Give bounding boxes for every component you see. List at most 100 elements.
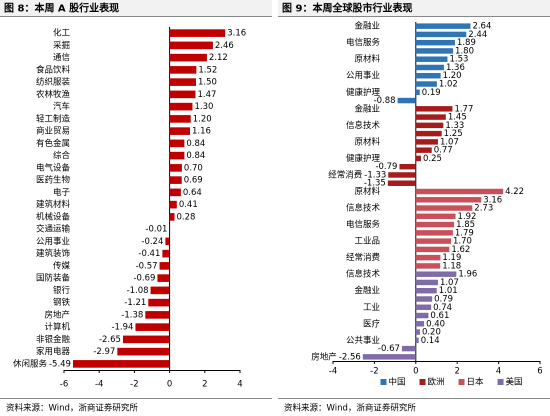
bar [415,287,437,294]
bar [415,205,473,211]
bar [415,23,471,29]
bar [169,41,213,50]
bar [72,360,170,368]
source: 资料来源：Wind，浙商证券研究所 [284,403,416,414]
value-label: 1.16 [192,127,211,137]
category-label: 工业品 [354,236,380,247]
value-label: 0.64 [183,188,202,198]
bar [169,102,193,111]
chart-title: 图 8：本周 A 股行业表现 [4,2,119,15]
bar [415,81,437,87]
category-label: 医疗 [363,318,381,329]
x-tick-label: 0 [167,380,172,390]
value-label: 1.62 [451,245,470,255]
bar [145,311,170,319]
bar [169,127,191,135]
bar [169,78,196,86]
x-tick-label: -2 [370,367,378,377]
bar [122,335,170,344]
value-label: 0.14 [421,336,440,346]
value-label: 0.84 [186,151,205,161]
value-label: 2.73 [474,204,493,214]
legend-label: 美国 [506,377,523,388]
value-label: 1.02 [439,80,458,90]
category-label: 工业 [363,302,380,313]
bar [415,31,467,38]
value-label: 1.53 [449,55,468,65]
value-label: 0.69 [184,176,203,186]
value-label: -0.57 [136,261,158,271]
bar [415,114,446,120]
bar [169,188,181,197]
bar [415,321,425,327]
value-label: -2.97 [93,347,115,357]
value-label: 2.44 [468,30,487,40]
source: 资料来源：Wind，浙商证券研究所 [6,403,138,414]
category-label: 房地产 [44,309,70,320]
value-label: -2.65 [99,335,121,345]
value-label: -1.21 [124,298,146,308]
bar [159,262,170,270]
category-label: 汽车 [53,101,70,112]
value-label: 2.46 [215,41,234,51]
category-label: 健康护理 [346,87,381,98]
legend-swatch [380,379,387,385]
bar [415,56,448,62]
legend-swatch [419,379,426,385]
value-label: 0.84 [186,139,205,149]
bar [169,53,207,62]
bar [415,64,444,71]
x-tick-label: 4 [496,367,501,377]
legend-label: 日本 [467,377,485,388]
value-label: 4.22 [505,187,524,197]
category-label: 商业贸易 [36,126,70,137]
category-label: 交通运输 [36,224,71,235]
bar [135,323,170,331]
value-label: 1.52 [198,65,217,75]
x-tick-label: 6 [537,367,542,377]
value-label: 0.79 [434,294,453,304]
bar [401,345,416,352]
value-label: -1.33 [364,170,386,180]
category-label: 电信服务 [346,37,381,48]
category-label: 经常消费 [346,252,381,263]
bar [169,29,226,37]
legend-label: 欧洲 [428,377,445,388]
category-label: 信息技术 [346,120,381,131]
value-label: 1.96 [458,270,477,280]
value-label: 2.64 [472,22,491,32]
category-label: 电信服务 [346,219,381,230]
category-label: 机械设备 [36,211,71,222]
category-label: 家用电器 [36,346,71,357]
value-label: 1.85 [456,220,475,230]
bar [388,172,416,178]
x-tick-label: -6 [60,380,68,390]
category-label: 计算机 [44,322,70,333]
value-label: -0.69 [133,274,155,284]
legend-label: 中国 [389,377,406,388]
bar [415,304,432,310]
x-tick-label: 2 [454,367,459,377]
value-label: -2.56 [339,352,361,362]
category-label: 金融业 [354,21,380,32]
value-label: 1.07 [440,137,459,147]
value-label: 0.77 [434,146,453,156]
category-label: 银行 [53,285,71,296]
value-label: 3.16 [483,195,502,205]
bar [415,312,429,319]
bar [415,197,482,203]
value-label: 1.01 [439,286,458,296]
category-label: 信息技术 [346,203,381,214]
category-label: 化工 [53,28,71,39]
category-label: 经常消费 [328,169,363,180]
category-label: 传媒 [53,260,71,271]
bar [117,347,170,356]
chart-title: 图 9：本周全球股市行业表现 [282,2,412,15]
bar [415,254,441,261]
legend-swatch [458,379,465,385]
category-label: 采掘 [53,40,70,51]
bar [415,271,457,277]
value-label: -1.35 [364,179,386,189]
category-label: 公共事业 [346,335,380,346]
